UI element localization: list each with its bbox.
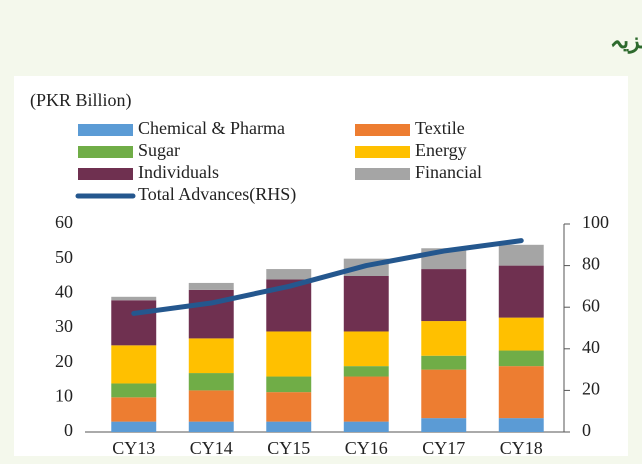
bar-segment [111, 345, 157, 384]
bar-segment [498, 366, 544, 419]
bar-segment [498, 350, 544, 367]
bar-segment [111, 397, 157, 422]
y-tick-label: 50 [55, 247, 73, 267]
y-tick-label: 40 [55, 281, 73, 301]
legend-label: Chemical & Pharma [138, 118, 285, 138]
y-tick-label: 20 [55, 351, 73, 371]
bar-segment [498, 244, 544, 266]
bar-segment [421, 418, 467, 432]
bar-segment [188, 338, 234, 374]
legend-label: Total Advances(RHS) [138, 184, 296, 205]
bar-segment [266, 269, 312, 280]
bar-segment [343, 376, 389, 422]
x-tick-label: CY16 [345, 438, 388, 458]
y-tick-label: 60 [55, 212, 73, 232]
bar-segment [188, 390, 234, 422]
y-tick-label: 10 [55, 385, 73, 405]
line-series [131, 238, 524, 316]
bar-segment [188, 373, 234, 391]
y2-tick-label: 60 [582, 295, 600, 315]
x-tick-label: CY15 [267, 438, 310, 458]
legend-swatch [355, 124, 410, 136]
bar-segment [266, 331, 312, 377]
bar-segment [111, 300, 157, 346]
bar-segment [343, 331, 389, 367]
bar-segment [111, 383, 157, 398]
legend-swatch [78, 124, 133, 136]
bar-segment [498, 265, 544, 318]
legend-label: Individuals [138, 162, 219, 182]
bar-segment [266, 392, 312, 422]
bar-segment [421, 355, 467, 370]
bar-segment [111, 296, 157, 301]
bar-segment [421, 269, 467, 322]
legend-swatch [355, 146, 410, 158]
bar-segment [343, 276, 389, 332]
bar-segment [421, 321, 467, 356]
legend-swatch [78, 146, 133, 158]
y2-tick-label: 40 [582, 337, 600, 357]
x-tick-label: CY18 [500, 438, 543, 458]
chart-title: چارٹ4.1.2: بلحاظِ شعبہ قرضوں کا تجزیہ [610, 28, 642, 54]
bar-segment [421, 369, 467, 419]
legend-label: Financial [415, 162, 482, 182]
bar-segment [111, 421, 157, 432]
y-tick-label: 0 [64, 420, 73, 440]
bar-segment [498, 418, 544, 432]
legend-label: Energy [415, 140, 467, 160]
bar-segment [343, 421, 389, 432]
legend-label: Sugar [138, 140, 180, 160]
bar-segment [188, 282, 234, 290]
y2-tick-label: 100 [582, 212, 609, 232]
y2-tick-label: 0 [582, 420, 591, 440]
y-axis-label: (PKR Billion) [30, 90, 132, 111]
bar-segment [343, 366, 389, 377]
bar-segment [266, 376, 312, 393]
bar-segment [188, 421, 234, 432]
x-tick-label: CY17 [422, 438, 465, 458]
legend-swatch [355, 168, 410, 180]
bar-segment [266, 421, 312, 432]
x-tick-label: CY13 [112, 438, 155, 458]
legend-swatch [78, 168, 133, 180]
bar-segment [498, 317, 544, 351]
y2-tick-label: 80 [582, 254, 600, 274]
y2-tick-label: 20 [582, 379, 600, 399]
x-tick-label: CY14 [190, 438, 233, 458]
y-tick-label: 30 [55, 316, 73, 336]
legend-label: Textile [415, 118, 465, 138]
